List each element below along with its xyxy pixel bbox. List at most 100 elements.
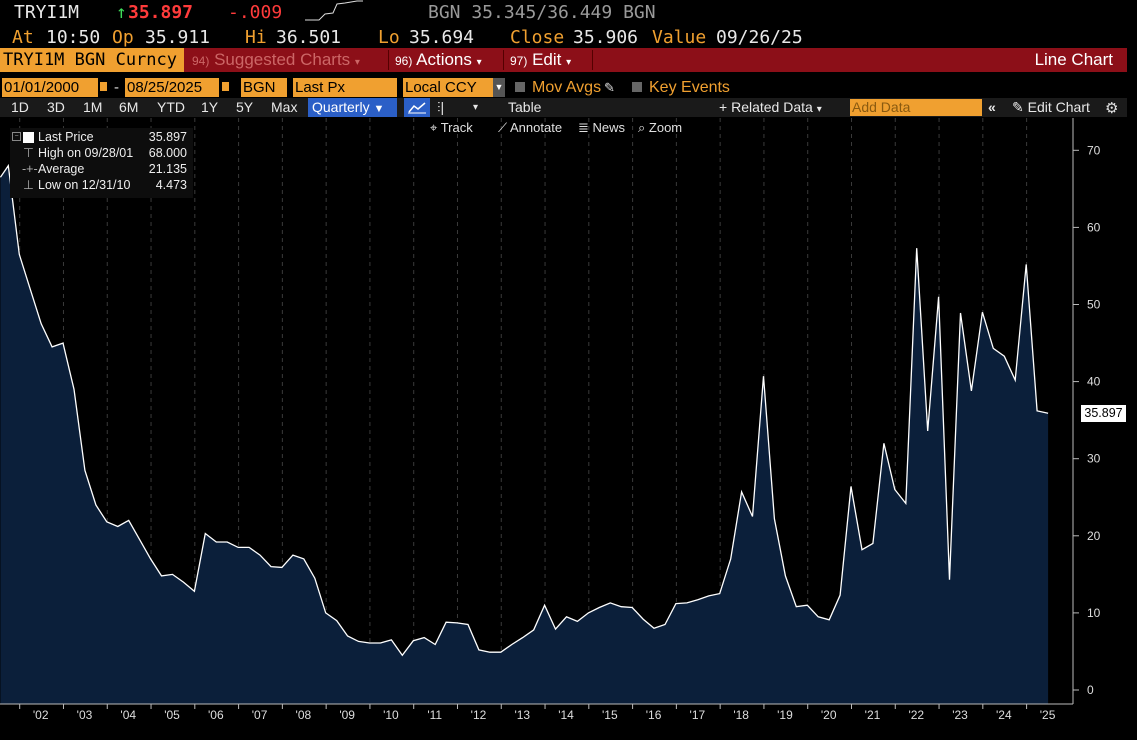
- track-button[interactable]: ⌖ Track: [430, 120, 473, 136]
- high-label: Hi: [245, 27, 267, 48]
- y-tick-label: 40: [1087, 375, 1101, 389]
- x-tick-label: '23: [952, 708, 968, 722]
- edit-chart-button[interactable]: ✎ Edit Chart: [1012, 98, 1090, 117]
- value-label: Value: [652, 27, 707, 48]
- suggested-charts-button[interactable]: 94) Suggested Charts ▾: [192, 49, 360, 71]
- date-separator: -: [114, 79, 119, 96]
- edit-button[interactable]: 97) Edit ▾: [510, 49, 571, 71]
- calendar-icon[interactable]: [99, 81, 108, 92]
- open-value: 35.911: [145, 27, 211, 48]
- divider: [503, 50, 504, 70]
- track-label: Track: [440, 120, 473, 135]
- chevron-down-icon[interactable]: ▾: [473, 102, 479, 113]
- mov-avgs-checkbox[interactable]: [515, 82, 525, 92]
- frequency-label: Quarterly: [312, 99, 370, 115]
- value-date: 09/26/25: [716, 27, 803, 48]
- x-tick-label: '25: [1040, 708, 1056, 722]
- series-swatch: [23, 132, 34, 143]
- suggested-num: 94): [192, 54, 210, 68]
- close-value: 35.906: [573, 27, 639, 48]
- chevron-down-icon: ▾: [816, 104, 822, 115]
- y-tick-label: 70: [1087, 143, 1101, 157]
- suggested-label: Suggested Charts: [214, 50, 351, 69]
- period-5y[interactable]: 5Y: [236, 99, 254, 115]
- high-marker-icon: ⊤: [23, 146, 34, 160]
- divider: [388, 50, 389, 70]
- period-1d[interactable]: 1D: [11, 99, 29, 115]
- y-tick-label: 60: [1087, 220, 1101, 234]
- low-value: 35.694: [409, 27, 475, 48]
- zoom-label: Zoom: [648, 120, 683, 135]
- add-data-input[interactable]: Add Data: [850, 99, 982, 116]
- period-ytd[interactable]: YTD: [157, 99, 185, 115]
- x-tick-label: '08: [296, 708, 312, 722]
- key-events-label[interactable]: Key Events: [649, 79, 730, 96]
- ohlc-icon[interactable]: ⫶|: [437, 99, 445, 115]
- actions-button[interactable]: 96) Actions ▾: [395, 49, 482, 71]
- mov-avgs-label[interactable]: Mov Avgs: [532, 79, 602, 96]
- period-1y[interactable]: 1Y: [201, 99, 219, 115]
- legend-high-label: High on 09/28/01: [38, 146, 134, 160]
- open-label: Op: [112, 27, 134, 48]
- legend-last-price: Last Price 35.897: [10, 129, 193, 145]
- edit-num: 97): [510, 54, 528, 68]
- last-price: 35.897: [128, 2, 194, 23]
- x-tick-label: '16: [646, 708, 662, 722]
- line-chart-icon: [408, 102, 426, 114]
- price-change: -.009: [228, 2, 283, 23]
- x-tick-label: '21: [865, 708, 881, 722]
- price-area: [0, 165, 1049, 704]
- period-max[interactable]: Max: [271, 99, 298, 115]
- y-tick-label: 0: [1087, 683, 1094, 697]
- period-6m[interactable]: 6M: [119, 99, 139, 115]
- currency-select[interactable]: Local CCY: [403, 78, 493, 97]
- start-date-input[interactable]: 01/01/2000: [2, 78, 98, 97]
- x-tick-label: '17: [690, 708, 706, 722]
- collapse-legend-icon[interactable]: −: [12, 132, 21, 141]
- pencil-icon[interactable]: ✎: [604, 80, 615, 95]
- security-input[interactable]: TRYI1M BGN Curncy: [0, 48, 184, 72]
- frequency-select[interactable]: Quarterly ▼: [308, 98, 397, 117]
- period-3d[interactable]: 3D: [47, 99, 65, 115]
- x-tick-label: '09: [339, 708, 355, 722]
- pricing-source-input[interactable]: BGN: [241, 78, 287, 97]
- related-data-button[interactable]: + Related Data ▾: [719, 98, 822, 119]
- chevron-down-icon: ▾: [566, 57, 572, 68]
- price-chart[interactable]: 0 10 20 30 40 50 60 70 '02 '03 '04 '05 '06 '07 '08 '09…: [0, 118, 1137, 740]
- line-chart-type-button[interactable]: [404, 98, 430, 117]
- news-icon: ≣: [578, 120, 589, 135]
- legend-high: ⊤ High on 09/28/01 68.000: [10, 145, 193, 161]
- legend-average-value: 21.135: [148, 162, 187, 176]
- collapse-icon[interactable]: «: [988, 99, 996, 115]
- news-button[interactable]: ≣ News: [578, 120, 625, 136]
- annotate-button[interactable]: ⟋ Annotate: [498, 120, 562, 136]
- chevron-down-icon[interactable]: ▼: [493, 78, 505, 97]
- divider: [592, 50, 593, 70]
- pencil-icon: ✎: [1012, 99, 1024, 115]
- end-date-input[interactable]: 08/25/2025: [125, 78, 219, 97]
- x-tick-label: '05: [164, 708, 180, 722]
- field-select[interactable]: Last Px: [293, 78, 397, 97]
- x-tick-label: '11: [427, 708, 442, 722]
- related-data-label: Related Data: [731, 99, 813, 115]
- x-tick-label: '07: [252, 708, 268, 722]
- x-tick-label: '24: [996, 708, 1012, 722]
- table-button[interactable]: Table: [508, 99, 542, 115]
- gear-icon[interactable]: ⚙: [1105, 100, 1119, 117]
- period-bar: 1D 3D 1M 6M YTD 1Y 5Y Max Quarterly ▼ ⫶|…: [0, 98, 1127, 117]
- x-tick-label: '04: [120, 708, 136, 722]
- period-1m[interactable]: 1M: [83, 99, 103, 115]
- last-value-label: 35.897: [1081, 405, 1126, 422]
- view-title: Line Chart: [1034, 50, 1113, 69]
- zoom-button[interactable]: ⌕ Zoom: [638, 120, 682, 136]
- key-events-checkbox[interactable]: [632, 82, 642, 92]
- calendar-icon[interactable]: [221, 81, 230, 92]
- low-marker-icon: ⊥: [23, 178, 34, 192]
- bid-ask-range: BGN 35.345/36.449 BGN: [428, 2, 656, 23]
- x-tick-label: '13: [514, 708, 530, 722]
- close-label: Close: [510, 27, 565, 48]
- x-tick-label: '22: [908, 708, 924, 722]
- x-tick-label: '03: [77, 708, 93, 722]
- legend-high-value: 68.000: [148, 146, 187, 160]
- ticker-symbol: TRYI1M: [14, 2, 80, 23]
